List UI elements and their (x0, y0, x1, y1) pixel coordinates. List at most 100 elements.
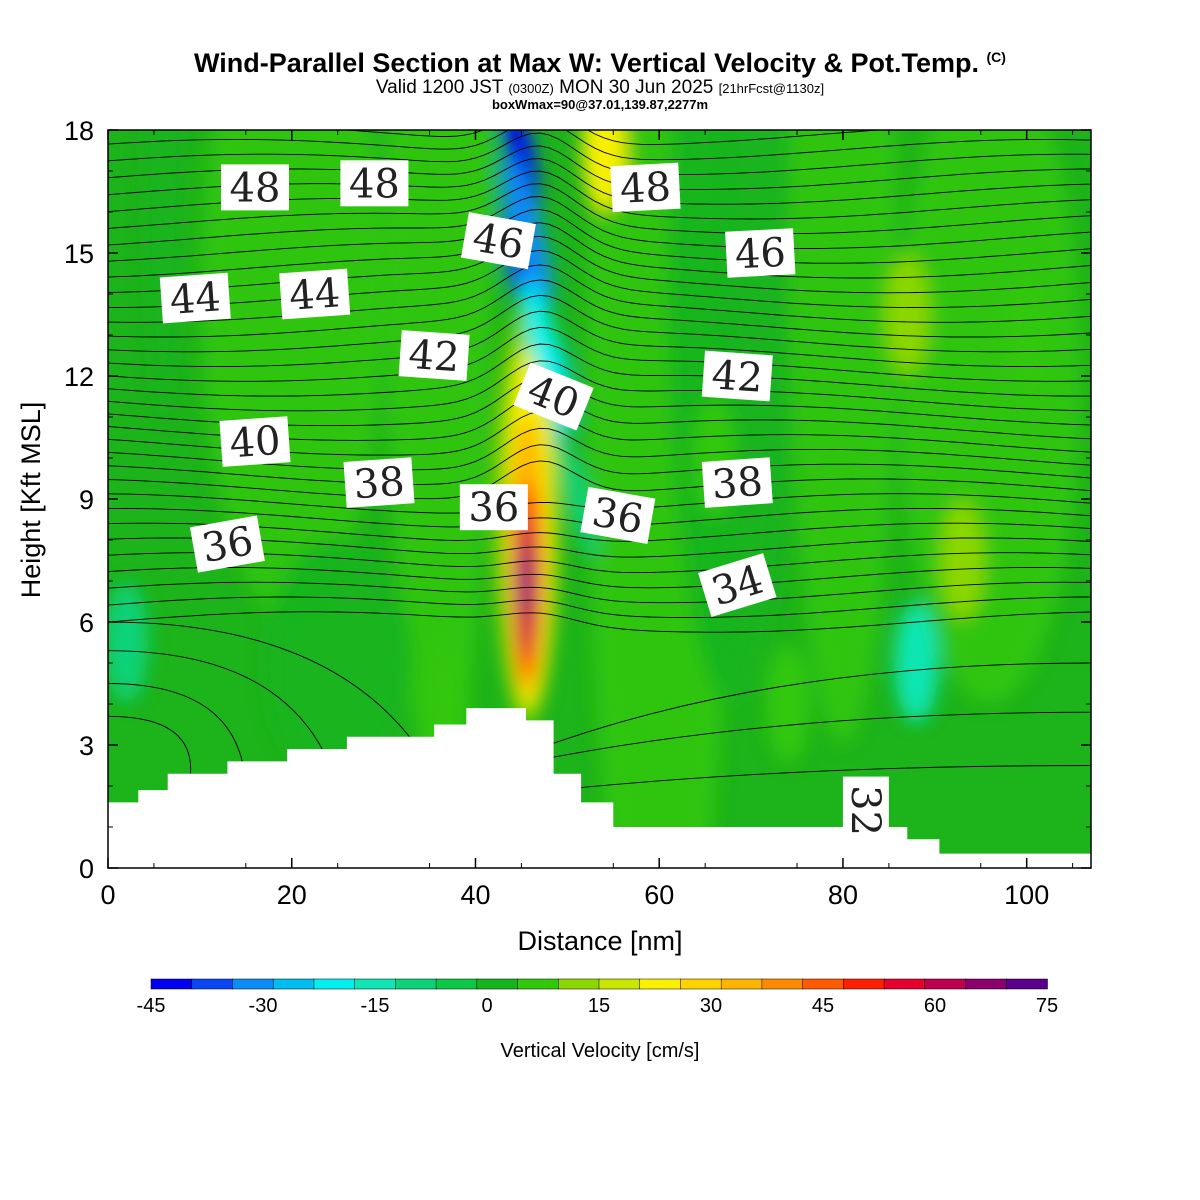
theta-contour-line (108, 235, 1091, 294)
theta-label-box (698, 553, 777, 618)
updraft-core (520, 543, 531, 619)
theta-label: 44 (279, 268, 351, 320)
chart-title: Wind-Parallel Section at Max W: Vertical… (194, 48, 1006, 78)
theta-contour-line (108, 279, 1091, 338)
theta-label-text: 36 (199, 518, 257, 572)
vv-feature (765, 644, 810, 764)
theta-contour-line (108, 611, 1091, 633)
colorbar-swatch (191, 978, 234, 990)
field-streak (199, 130, 384, 622)
theta-label-box (725, 228, 796, 278)
colorbar-swatch (924, 978, 967, 990)
theta-label: 36 (459, 484, 528, 531)
x-tick-label: 100 (1004, 880, 1049, 910)
colorbar-swatch (761, 978, 804, 990)
theta-label-box (398, 330, 470, 381)
downdraft-core (500, 130, 539, 209)
theta-label-text: 44 (288, 270, 342, 319)
x-axis-label: Distance [nm] (517, 926, 682, 956)
theta-contour-line (108, 130, 1091, 161)
theta-contour-line (108, 621, 430, 766)
theta-label-text: 48 (349, 161, 400, 207)
theta-label-text: 40 (228, 418, 282, 467)
theta-label-text: 46 (734, 230, 787, 279)
y-tick-label: 12 (64, 362, 94, 392)
theta-label-text: 42 (710, 352, 764, 401)
colorbar-swatch (639, 978, 682, 990)
y-tick-label: 6 (79, 608, 94, 638)
theta-label: 42 (701, 350, 773, 402)
vv-feature (940, 500, 985, 621)
theta-contour-line (108, 596, 1091, 618)
x-tick-label: 60 (644, 880, 674, 910)
theta-contour-line (108, 444, 1091, 485)
colorbar-swatch (354, 978, 397, 990)
theta-label: 40 (219, 416, 291, 467)
colorbar-tick-label: 75 (1036, 995, 1058, 1017)
colorbar-swatch (598, 978, 641, 990)
field-streak (898, 130, 1082, 704)
colorbar-tick-label: 60 (924, 995, 946, 1017)
theta-label: 48 (220, 164, 289, 211)
theta-contour-line (108, 310, 1091, 368)
y-tick-label: 3 (79, 731, 94, 761)
x-tick-label: 80 (828, 880, 858, 910)
colorbar-tick-label: 30 (700, 995, 722, 1017)
theta-contour-line (108, 427, 1091, 471)
theta-label-box (513, 362, 594, 431)
theta-label-box (279, 268, 351, 320)
colorbar-tick-label: 15 (588, 995, 610, 1017)
theta-contour-line (339, 130, 886, 145)
theta-contour-line (108, 196, 1091, 249)
colorbar-swatch (476, 978, 519, 990)
theta-label-text: 48 (230, 165, 281, 211)
theta-label-box (842, 776, 889, 845)
theta-label-box (459, 484, 528, 531)
field-streak (264, 540, 412, 786)
theta-label: 36 (580, 486, 656, 544)
colorbar-tick-label: -15 (361, 995, 390, 1017)
theta-label: 46 (460, 212, 536, 270)
colorbar-swatch (720, 978, 763, 990)
field-streak (787, 130, 899, 745)
colorbar-label: Vertical Velocity [cm/s] (501, 1040, 700, 1062)
colorbar-tick-label: -45 (137, 995, 166, 1017)
theta-label-box (189, 515, 265, 573)
theta-label-box (340, 160, 409, 207)
box-info-line: boxWmax=90@37.01,139.87,2277m (491, 97, 709, 112)
vertical-velocity-field (108, 130, 1091, 868)
theta-label-box (460, 212, 536, 270)
theta-contour-line (108, 183, 1091, 235)
theta-contour-line (108, 343, 1091, 397)
vv-feature (1004, 275, 1049, 395)
colorbar-swatch (435, 978, 478, 990)
x-tick-label: 0 (100, 880, 115, 910)
vv-feature (894, 603, 939, 723)
y-tick-label: 0 (79, 854, 94, 884)
theta-label-text: 44 (168, 274, 222, 323)
theta-contour-line (108, 208, 1091, 264)
colorbar-swatch (272, 978, 315, 990)
theta-label-box (219, 416, 291, 467)
theta-label: 32 (842, 776, 889, 845)
colorbar-tick-label: 45 (812, 995, 834, 1017)
theta-label-box (701, 350, 773, 402)
colorbar-swatch (313, 978, 356, 990)
theta-label-text: 46 (469, 215, 527, 269)
theta-label-box (220, 164, 289, 211)
colorbar-tick-label: -30 (249, 995, 278, 1017)
theta-label: 48 (610, 162, 681, 213)
theta-label-box (701, 457, 773, 508)
theta-label-box (580, 486, 656, 544)
theta-label: 42 (398, 330, 470, 381)
x-tick-label: 40 (460, 880, 490, 910)
chart-subtitle: Valid 1200 JST (0300Z) MON 30 Jun 2025 [… (375, 77, 825, 98)
theta-contour-line (108, 264, 1091, 323)
theta-label: 38 (343, 457, 415, 508)
colorbar-swatch (232, 978, 274, 990)
theta-contour-line (108, 581, 1091, 604)
colorbar-swatch (395, 978, 437, 990)
